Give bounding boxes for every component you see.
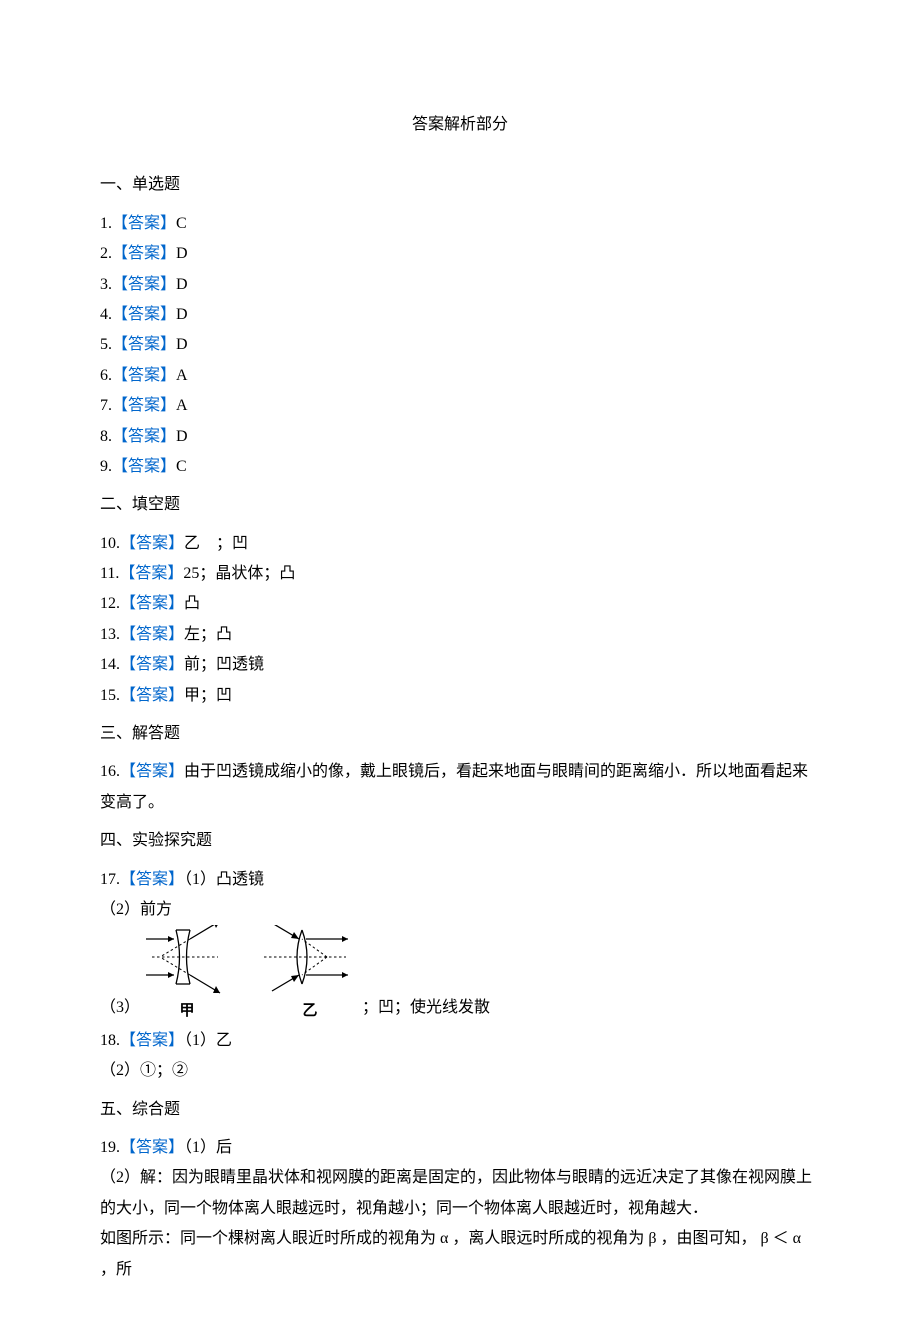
answer-q17-2: （2）前方 (100, 895, 820, 925)
q17-3-tail: ；凹；使光线发散 (362, 993, 490, 1025)
answer-q15: 15.【答案】甲；凹 (100, 681, 820, 711)
q18-1-val: （1）乙 (184, 1032, 232, 1049)
answer-q4: 4.【答案】D (100, 300, 820, 330)
answer-q8: 8.【答案】D (100, 422, 820, 452)
answer-q18-2: （2）①；② (100, 1056, 820, 1086)
answer-q11: 11.【答案】25；晶状体；凸 (100, 559, 820, 589)
q13-num: 13. (100, 626, 120, 643)
answer-q16: 16.【答案】由于凹透镜成缩小的像，戴上眼镜后，看起来地面与眼睛间的距离缩小．所… (100, 757, 820, 818)
answer-tag: 【答案】 (112, 276, 176, 293)
q16-val: 由于凹透镜成缩小的像，戴上眼镜后，看起来地面与眼睛间的距离缩小．所以地面看起来变… (100, 763, 808, 810)
q5-val: D (176, 336, 188, 353)
answer-tag: 【答案】 (119, 565, 183, 582)
convex-lens-diagram (264, 925, 356, 997)
q2-num: 2. (100, 245, 112, 262)
answer-q19-2a: （2）解：因为眼睛里晶状体和视网膜的距离是固定的，因此物体与眼睛的远近决定了其像… (100, 1163, 820, 1224)
answer-tag: 【答案】 (120, 1032, 184, 1049)
answer-tag: 【答案】 (112, 215, 176, 232)
answer-tag: 【答案】 (112, 336, 176, 353)
answer-q3: 3.【答案】D (100, 270, 820, 300)
answer-tag: 【答案】 (112, 306, 176, 323)
q14-val: 前；凹透镜 (184, 656, 264, 673)
answer-tag: 【答案】 (120, 1139, 184, 1156)
answer-q19-1: 19.【答案】（1）后 (100, 1133, 820, 1163)
q15-num: 15. (100, 687, 120, 704)
q5-num: 5. (100, 336, 112, 353)
q7-val: A (176, 397, 188, 414)
section-2-header: 二、填空题 (100, 490, 820, 520)
concave-lens-diagram (146, 925, 228, 997)
q6-num: 6. (100, 367, 112, 384)
q19-num: 19. (100, 1139, 120, 1156)
q12-num: 12. (100, 595, 120, 612)
q12-val: 凸 (184, 595, 200, 612)
answer-tag: 【答案】 (120, 595, 184, 612)
q15-val: 甲；凹 (184, 687, 232, 704)
q11-num: 11. (100, 565, 119, 582)
answer-q18-1: 18.【答案】（1）乙 (100, 1026, 820, 1056)
answer-tag: 【答案】 (112, 245, 176, 262)
section-3-header: 三、解答题 (100, 719, 820, 749)
answer-q9: 9.【答案】C (100, 452, 820, 482)
page-title: 答案解析部分 (100, 110, 820, 140)
answer-tag: 【答案】 (120, 871, 184, 888)
answer-tag: 【答案】 (112, 397, 176, 414)
answer-q1: 1.【答案】C (100, 209, 820, 239)
answer-q5: 5.【答案】D (100, 330, 820, 360)
q17-num: 17. (100, 871, 120, 888)
answer-tag: 【答案】 (112, 458, 176, 475)
q7-num: 7. (100, 397, 112, 414)
answer-q12: 12.【答案】凸 (100, 589, 820, 619)
q14-num: 14. (100, 656, 120, 673)
q10-num: 10. (100, 535, 120, 552)
section-5-header: 五、综合题 (100, 1095, 820, 1125)
q4-val: D (176, 306, 188, 323)
answer-tag: 【答案】 (120, 535, 184, 552)
answer-q10: 10.【答案】乙 ；凹 (100, 529, 820, 559)
answer-q19-2b: 如图所示：同一个棵树离人眼近时所成的视角为 α ，离人眼远时所成的视角为 β ，… (100, 1224, 820, 1285)
q9-val: C (176, 458, 187, 475)
q16-num: 16. (100, 763, 120, 780)
figure-yi-label: 乙 (303, 997, 318, 1026)
q9-num: 9. (100, 458, 112, 475)
section-1-header: 一、单选题 (100, 170, 820, 200)
q10-val: 乙 ；凹 (184, 535, 248, 552)
q3-num: 3. (100, 276, 112, 293)
q17-1-val: （1）凸透镜 (184, 871, 264, 888)
answer-q17-3: （3） 甲 (100, 925, 820, 1026)
q4-num: 4. (100, 306, 112, 323)
answer-q14: 14.【答案】前；凹透镜 (100, 650, 820, 680)
answer-q17-1: 17.【答案】（1）凸透镜 (100, 865, 820, 895)
q17-3-num: （3） (100, 993, 140, 1025)
answer-tag: 【答案】 (120, 687, 184, 704)
q8-val: D (176, 428, 188, 445)
q11-val: 25；晶状体；凸 (183, 565, 295, 582)
q2-val: D (176, 245, 188, 262)
answer-tag: 【答案】 (120, 656, 184, 673)
answer-tag: 【答案】 (120, 763, 184, 780)
answer-tag: 【答案】 (112, 367, 176, 384)
answer-q13: 13.【答案】左；凸 (100, 620, 820, 650)
answer-q7: 7.【答案】A (100, 391, 820, 421)
figure-jia: 甲 (146, 925, 228, 1026)
answer-tag: 【答案】 (120, 626, 184, 643)
answer-tag: 【答案】 (112, 428, 176, 445)
q13-val: 左；凸 (184, 626, 232, 643)
answer-q6: 6.【答案】A (100, 361, 820, 391)
q8-num: 8. (100, 428, 112, 445)
q1-val: C (176, 215, 187, 232)
figure-yi: 乙 (264, 925, 356, 1026)
q1-num: 1. (100, 215, 112, 232)
q19-1-val: （1）后 (184, 1139, 232, 1156)
q18-num: 18. (100, 1032, 120, 1049)
q6-val: A (176, 367, 188, 384)
figure-jia-label: 甲 (180, 997, 195, 1026)
answer-q2: 2.【答案】D (100, 239, 820, 269)
q3-val: D (176, 276, 188, 293)
section-4-header: 四、实验探究题 (100, 826, 820, 856)
